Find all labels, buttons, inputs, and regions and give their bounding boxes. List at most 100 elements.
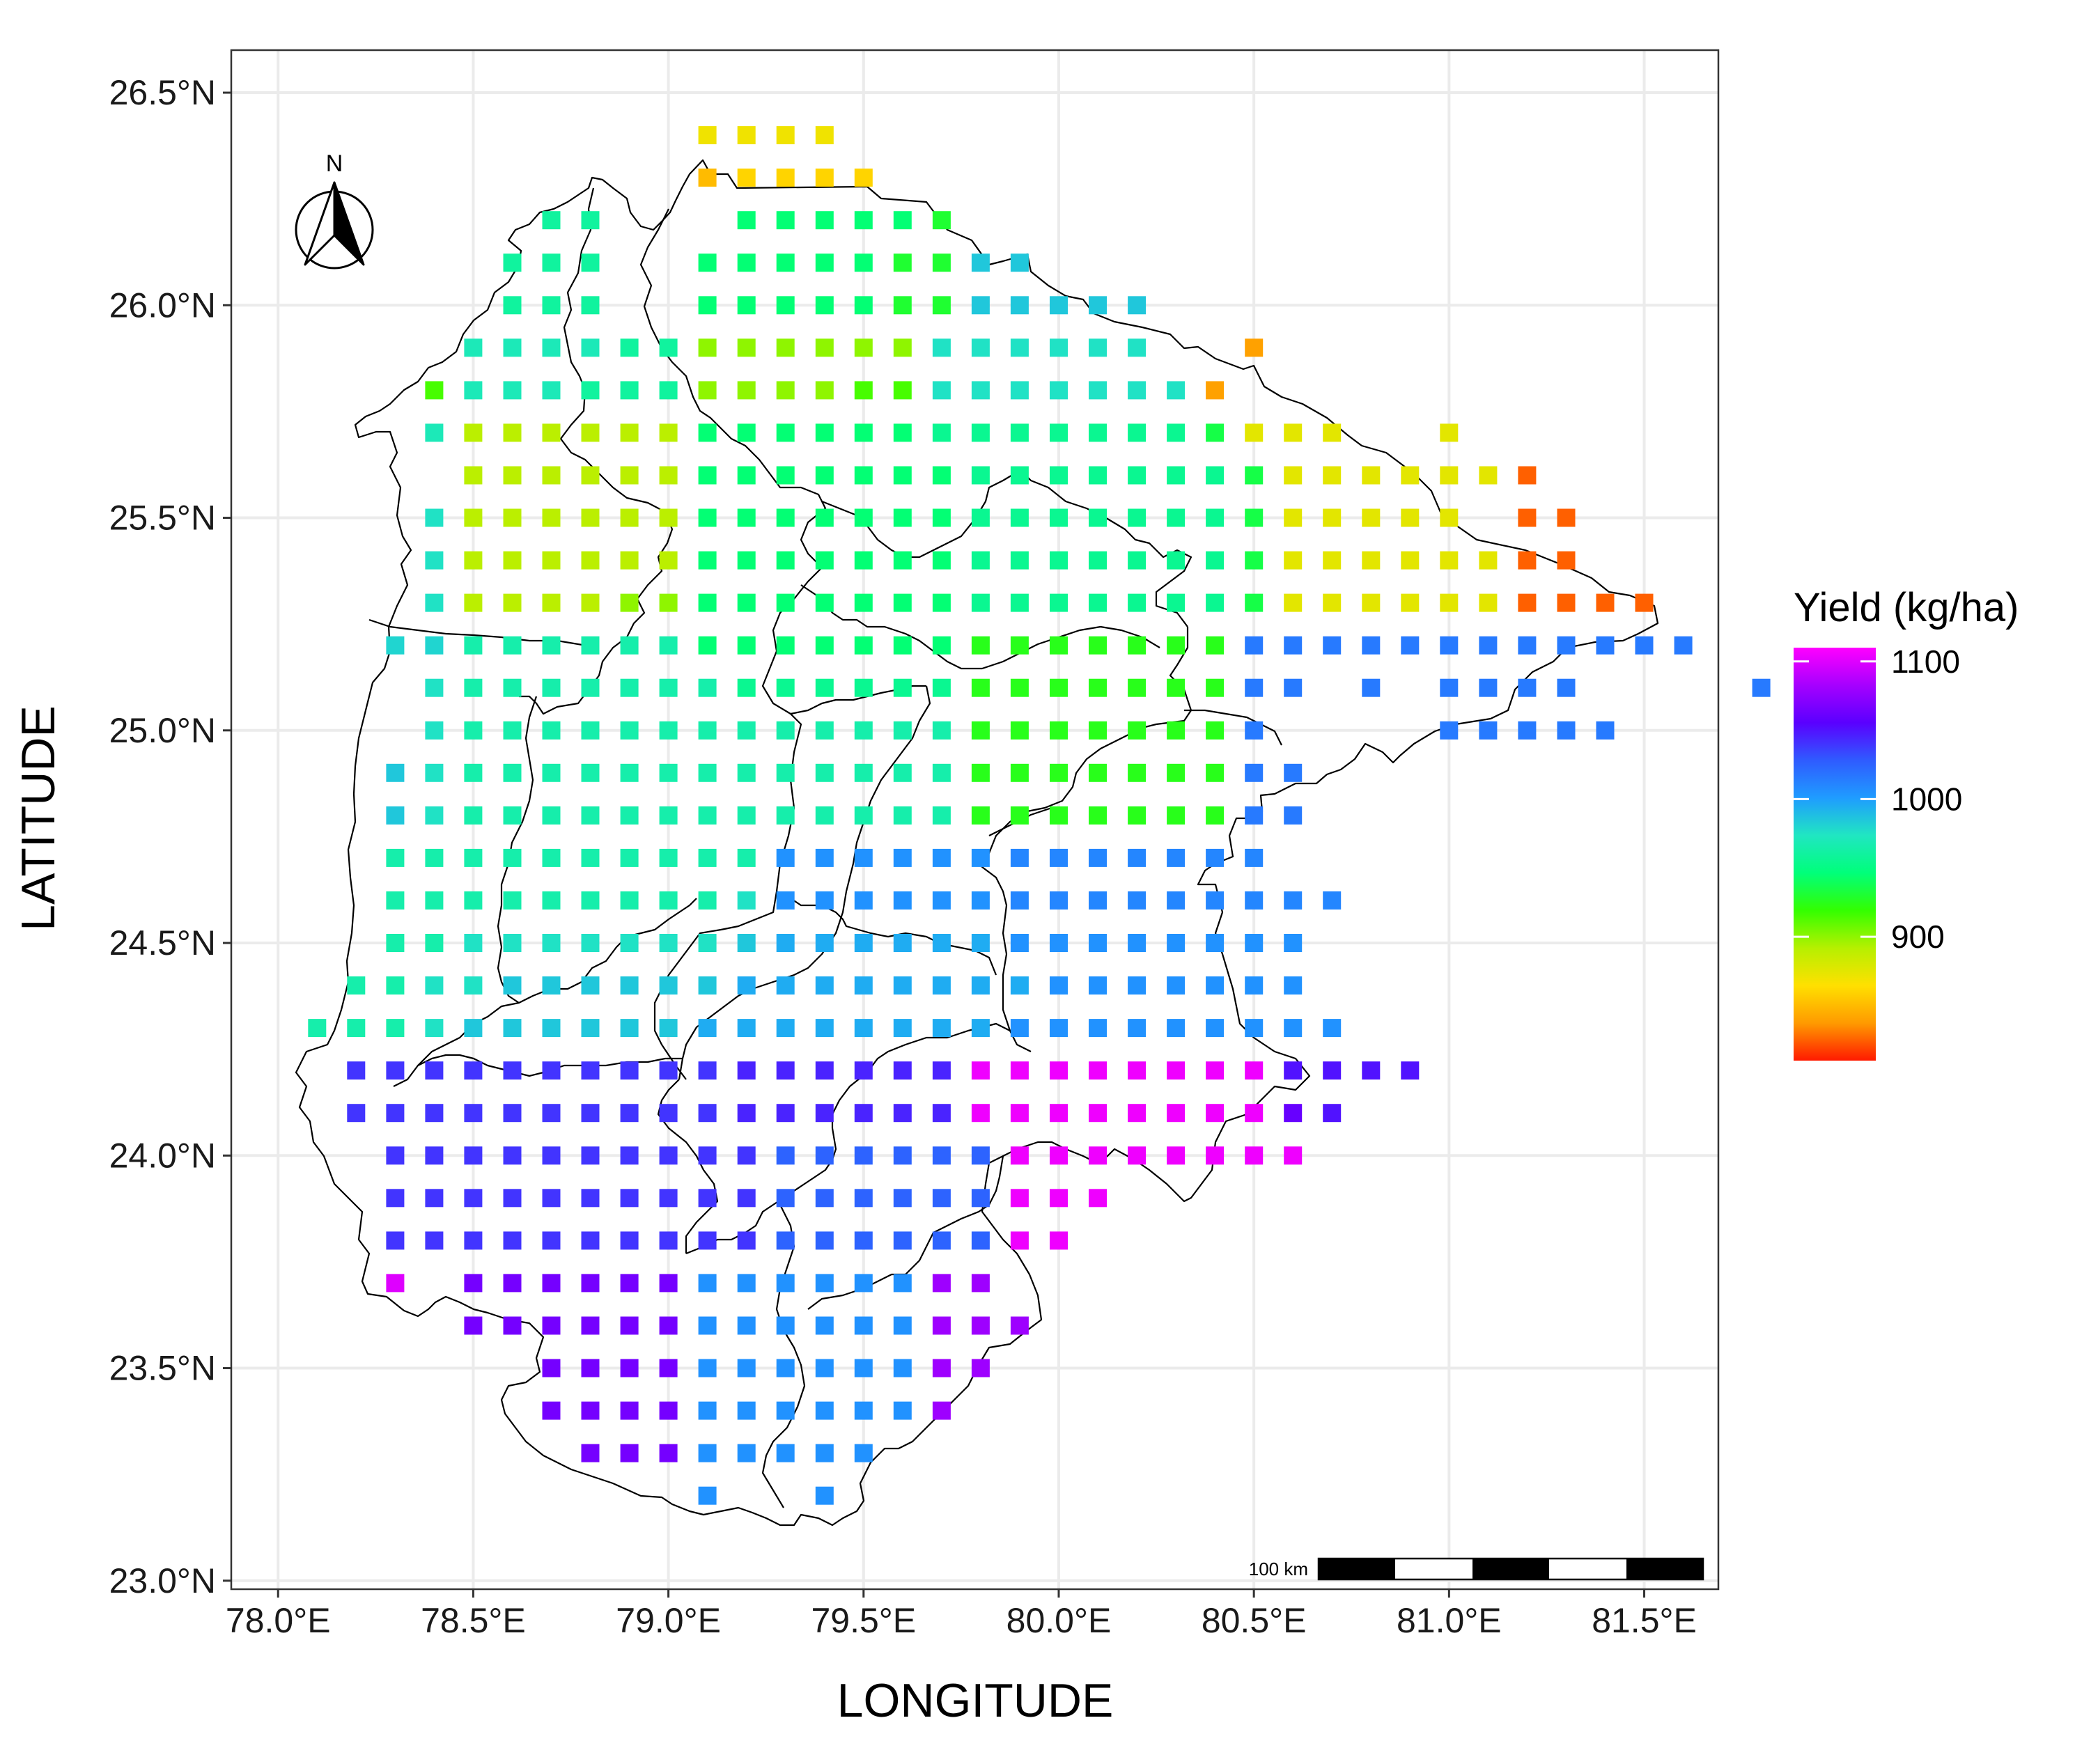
grid-cell	[1050, 934, 1068, 952]
grid-cell	[1284, 678, 1303, 697]
grid-cell	[1010, 423, 1029, 442]
north-arrow-icon: N	[295, 150, 374, 270]
grid-cell	[893, 934, 912, 952]
grid-cell	[776, 296, 795, 315]
grid-cell	[620, 1061, 639, 1080]
y-tick-label: 23.0°N	[109, 1561, 216, 1600]
grid-cell	[776, 593, 795, 612]
grid-cell	[464, 976, 483, 995]
district-line	[1184, 709, 1282, 746]
grid-cell	[776, 1401, 795, 1420]
grid-cell	[776, 423, 795, 442]
grid-cell	[620, 1146, 639, 1165]
grid-cell	[1089, 678, 1107, 697]
grid-cell	[1050, 678, 1068, 697]
grid-cell	[698, 253, 717, 272]
grid-cell	[698, 891, 717, 910]
grid-cell	[581, 1104, 600, 1123]
grid-cell	[1089, 806, 1107, 825]
grid-cell	[1206, 423, 1225, 442]
grid-cell	[776, 211, 795, 230]
grid-cell	[854, 891, 873, 910]
grid-cell	[659, 1019, 678, 1038]
grid-cell	[971, 1274, 990, 1293]
grid-cell	[620, 721, 639, 740]
grid-cell	[698, 1061, 717, 1080]
grid-cell	[737, 1231, 756, 1250]
grid-cell	[464, 466, 483, 485]
grid-cell	[1362, 678, 1381, 697]
grid-cell	[698, 508, 717, 527]
grid-cell	[1010, 1316, 1029, 1335]
grid-cell	[581, 1146, 600, 1165]
y-tick-label: 24.5°N	[109, 923, 216, 962]
grid-cell	[659, 1401, 678, 1420]
y-axis: 23.0°N 23.5°N 24.0°N 24.5°N 25.0°N 25.5°N 26.0…	[109, 73, 231, 1600]
grid-cell	[659, 551, 678, 570]
grid-cell	[386, 1146, 405, 1165]
grid-cell	[971, 806, 990, 825]
grid-cell	[737, 211, 756, 230]
grid-cell	[971, 466, 990, 485]
grid-cell	[503, 934, 522, 952]
grid-cell	[815, 1019, 834, 1038]
grid-cell	[1050, 806, 1068, 825]
grid-cell	[542, 678, 561, 697]
grid-cell	[620, 1104, 639, 1123]
legend-tick-label: 1000	[1891, 781, 1962, 817]
grid-cell	[893, 891, 912, 910]
grid-cell	[620, 1359, 639, 1377]
grid-cell	[1167, 593, 1186, 612]
grid-cell	[1089, 466, 1107, 485]
grid-cell	[542, 1274, 561, 1293]
grid-cell	[698, 636, 717, 655]
grid-cell	[1518, 508, 1537, 527]
grid-cell	[1440, 551, 1459, 570]
grid-cell	[932, 211, 951, 230]
grid-cell	[854, 1104, 873, 1123]
grid-cell	[1089, 381, 1107, 400]
grid-cell	[893, 636, 912, 655]
y-tick-label: 26.5°N	[109, 73, 216, 112]
grid-cell	[1440, 678, 1459, 697]
grid-cell	[776, 169, 795, 187]
grid-cell	[542, 466, 561, 485]
grid-cell	[542, 763, 561, 782]
grid-cell	[542, 253, 561, 272]
grid-cell	[854, 466, 873, 485]
grid-cell	[1323, 466, 1342, 485]
grid-cell	[698, 593, 717, 612]
district-line	[368, 618, 600, 649]
grid-cell	[659, 976, 678, 995]
grid-cell	[815, 593, 834, 612]
grid-cell	[698, 806, 717, 825]
grid-cell	[425, 891, 444, 910]
grid-cell	[1206, 551, 1225, 570]
grid-cell	[971, 721, 990, 740]
grid-cell	[737, 423, 756, 442]
grid-cell	[659, 806, 678, 825]
grid-cell	[620, 1019, 639, 1038]
district-line	[761, 1204, 806, 1508]
grid-cell	[620, 1189, 639, 1208]
grid-cell	[1050, 976, 1068, 995]
grid-cell	[737, 1061, 756, 1080]
grid-cell	[1089, 721, 1107, 740]
grid-cell	[932, 721, 951, 740]
grid-cell	[1401, 1061, 1420, 1080]
grid-cell	[464, 1189, 483, 1208]
grid-cell	[815, 1486, 834, 1505]
grid-cell	[971, 593, 990, 612]
grid-cell	[776, 1104, 795, 1123]
grid-cell	[1128, 848, 1147, 867]
grid-cell	[698, 1231, 717, 1250]
grid-cell	[581, 296, 600, 315]
grid-cell	[737, 466, 756, 485]
grid-cell	[1128, 508, 1147, 527]
grid-cell	[542, 806, 561, 825]
grid-cell	[737, 1359, 756, 1377]
grid-cell	[893, 1146, 912, 1165]
grid-cell	[1010, 934, 1029, 952]
grid-cell	[893, 1019, 912, 1038]
grid-cell	[698, 466, 717, 485]
